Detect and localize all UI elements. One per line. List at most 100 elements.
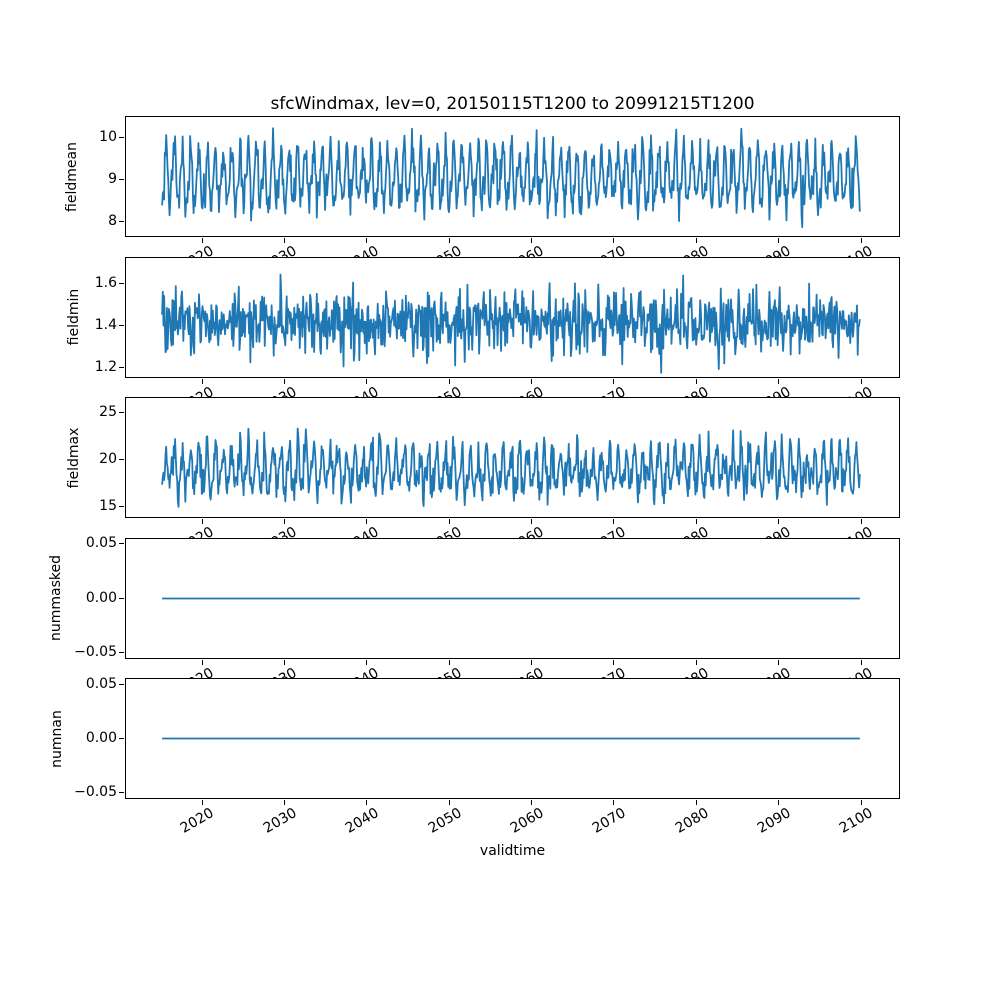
x-tick-label: 2080 xyxy=(672,243,712,275)
y-tick-label: 10 xyxy=(99,129,117,146)
x-tick-label: 2060 xyxy=(507,383,547,416)
y-tick-label: 0.05 xyxy=(85,535,117,552)
y-tick-label: 1.6 xyxy=(94,275,117,292)
y-tick-mark xyxy=(119,597,124,599)
x-tick-mark xyxy=(778,378,780,384)
line-series-nummasked xyxy=(161,597,861,599)
x-tick-label: 2020 xyxy=(178,805,218,837)
x-tick-mark xyxy=(283,659,285,665)
x-tick-mark xyxy=(201,238,203,243)
x-tick-label: 2040 xyxy=(342,664,382,697)
x-tick-label: 2040 xyxy=(342,383,382,416)
x-tick-label: 2090 xyxy=(754,243,794,275)
y-tick-label: −0.05 xyxy=(74,784,117,801)
x-tick-label: 2090 xyxy=(754,664,794,697)
x-tick-mark xyxy=(695,378,697,384)
x-tick-label: 2050 xyxy=(425,524,465,556)
x-tick-label: 2030 xyxy=(260,664,300,697)
x-tick-mark xyxy=(366,519,368,524)
x-tick-label: 2070 xyxy=(590,664,629,697)
x-tick-mark xyxy=(283,800,285,805)
x-tick-mark xyxy=(448,800,450,805)
y-tick-label: 0.05 xyxy=(85,675,117,692)
y-tick-label: 0.00 xyxy=(85,730,117,746)
x-tick-label: 2060 xyxy=(507,243,547,275)
x-tick-label: 2070 xyxy=(590,524,629,556)
y-tick-mark xyxy=(119,221,124,223)
y-tick-mark xyxy=(119,324,124,326)
plot-area-fieldmean xyxy=(125,116,900,237)
y-tick-mark xyxy=(119,506,124,508)
x-tick-mark xyxy=(695,800,697,805)
series-line-fieldmin xyxy=(161,273,861,374)
x-tick-label: 2060 xyxy=(507,664,547,697)
x-tick-mark xyxy=(283,378,285,384)
x-tick-label: 2080 xyxy=(672,805,712,837)
x-tick-label: 2090 xyxy=(754,524,794,556)
x-axis-title: validtime xyxy=(479,843,546,859)
y-tick-mark xyxy=(119,458,124,460)
x-tick-mark xyxy=(366,238,368,243)
x-tick-label: 2030 xyxy=(260,383,300,416)
y-tick-mark xyxy=(119,543,124,545)
x-tick-mark xyxy=(448,659,450,665)
x-tick-label: 2030 xyxy=(260,243,300,275)
x-tick-mark xyxy=(695,659,697,665)
x-tick-label: 2050 xyxy=(425,664,465,697)
x-tick-mark xyxy=(695,238,697,243)
plot-area-numnan xyxy=(125,678,900,799)
plot-area-fieldmax xyxy=(125,397,900,518)
x-tick-label: 2040 xyxy=(342,524,382,556)
x-tick-mark xyxy=(860,519,862,524)
x-tick-mark xyxy=(613,238,615,243)
x-tick-label: 2100 xyxy=(837,383,877,416)
x-tick-label: 2070 xyxy=(590,805,629,837)
x-tick-mark xyxy=(366,378,368,384)
y-axis-label-numnan: numnan xyxy=(49,709,65,768)
x-tick-mark xyxy=(531,378,533,384)
plot-area-nummasked xyxy=(125,537,900,659)
x-tick-mark xyxy=(613,800,615,805)
y-tick-mark xyxy=(119,283,124,285)
x-tick-label: 2060 xyxy=(507,524,547,556)
x-tick-mark xyxy=(613,378,615,384)
x-tick-label: 2100 xyxy=(837,805,877,837)
x-tick-mark xyxy=(201,800,203,805)
x-tick-mark xyxy=(201,659,203,665)
x-tick-mark xyxy=(531,800,533,805)
line-series-fieldmean xyxy=(161,127,861,229)
x-tick-label: 2050 xyxy=(425,805,465,837)
x-tick-mark xyxy=(860,238,862,243)
x-tick-label: 2030 xyxy=(260,524,300,556)
x-tick-label: 2100 xyxy=(837,664,877,697)
x-tick-mark xyxy=(283,519,285,524)
x-tick-mark xyxy=(778,800,780,805)
x-tick-label: 2090 xyxy=(754,383,794,416)
x-tick-label: 2040 xyxy=(342,805,382,837)
x-tick-label: 2070 xyxy=(590,243,629,275)
x-tick-label: 2050 xyxy=(425,383,465,416)
x-tick-label: 2080 xyxy=(672,524,712,556)
y-axis-label-nummasked: nummasked xyxy=(48,555,64,642)
x-tick-label: 2050 xyxy=(425,243,465,275)
x-tick-label: 2040 xyxy=(342,243,382,275)
line-series-fieldmax xyxy=(161,427,861,508)
plot-area-fieldmin xyxy=(125,256,900,378)
y-axis-label-fieldmin: fieldmin xyxy=(66,288,82,346)
y-tick-mark xyxy=(119,792,124,794)
x-tick-label: 2100 xyxy=(837,524,877,556)
y-tick-label: 1.2 xyxy=(94,358,117,375)
x-tick-mark xyxy=(531,659,533,665)
y-tick-label: 20 xyxy=(99,450,117,467)
x-tick-label: 2020 xyxy=(178,243,218,275)
x-tick-mark xyxy=(531,519,533,524)
x-tick-label: 2080 xyxy=(672,383,712,416)
x-tick-mark xyxy=(366,800,368,805)
x-tick-mark xyxy=(448,519,450,524)
x-tick-label: 2030 xyxy=(260,805,300,837)
x-tick-label: 2070 xyxy=(590,383,629,416)
y-tick-mark xyxy=(119,366,124,368)
x-tick-mark xyxy=(201,378,203,384)
y-tick-mark xyxy=(119,738,124,739)
